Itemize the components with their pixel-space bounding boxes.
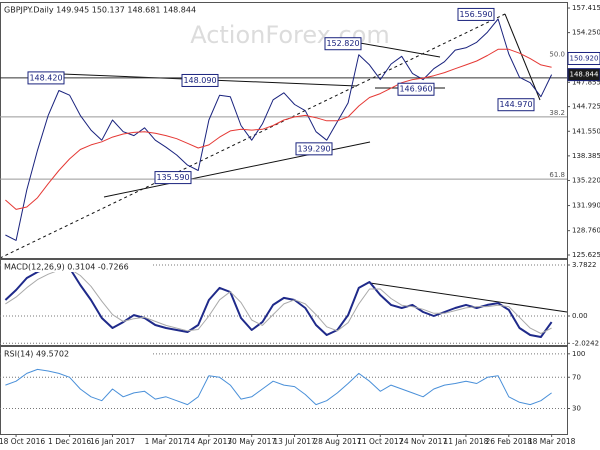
series-line: [5, 268, 552, 334]
x-tick-label: 14 Apr 2017: [186, 437, 233, 446]
annotation-label: 156.590: [459, 10, 492, 19]
series-line: [4, 265, 553, 338]
annotation-label: 148.420: [29, 73, 62, 82]
x-tick-label: 30 May 2017: [227, 437, 276, 446]
annotation-label: 144.970: [499, 100, 532, 109]
y-tick-label: 70: [572, 373, 581, 381]
x-tick-label: 11 Jan 2018: [443, 437, 488, 446]
annotation-label: 152.820: [326, 39, 359, 48]
annotation-label: 139.290: [297, 144, 330, 153]
x-tick-label: 28 Aug 2017: [313, 437, 361, 446]
series-line: [5, 368, 552, 406]
y-tick-label: 100: [572, 350, 585, 358]
y-tick-label: 131.990: [572, 202, 600, 210]
series-line: [5, 18, 553, 241]
annotation-box: [27, 71, 65, 85]
price-label-box: [567, 68, 600, 82]
x-tick-label: 16 Jan 2017: [90, 437, 135, 446]
panel-title-bg: [2, 261, 152, 272]
panel-title: GBPJPY.Daily 149.945 150.137 148.681 148…: [4, 6, 196, 15]
annotation-label: 135.590: [156, 173, 189, 182]
panel-title-bg: [2, 348, 152, 359]
x-tick-label: 18 Mar 2018: [528, 437, 576, 446]
panel-title: RSI(14) 49.5702: [4, 350, 69, 359]
panel-frame: [0, 346, 568, 435]
annotation-box: [457, 7, 495, 21]
macd-trend-line: [369, 282, 568, 313]
annotation-box: [154, 171, 192, 185]
annotation-box: [324, 37, 362, 51]
price-label: 150.920: [570, 54, 599, 62]
y-tick-label: 138.385: [572, 152, 600, 160]
y-tick-label: 30: [572, 405, 581, 413]
x-tick-label: 11 Oct 2017: [357, 437, 404, 446]
panel-title-bg: [2, 4, 152, 15]
trend-line: [359, 42, 441, 58]
series-line: [5, 48, 552, 210]
trend-line: [504, 13, 541, 101]
x-tick-label: 26 Feb 2018: [485, 437, 532, 446]
annotation-label: 148.090: [183, 76, 216, 85]
y-tick-label: 125.625: [572, 251, 600, 259]
price-label: 148.844: [570, 71, 599, 79]
y-tick-label: 154.250: [572, 29, 600, 37]
y-tick-label: 147.855: [572, 78, 600, 86]
price-label-box: [567, 51, 600, 65]
y-tick-label: -2.0242: [572, 339, 599, 347]
annotation-box: [397, 82, 435, 96]
fib-level-label: 61.8: [549, 171, 565, 179]
annotation-label: 146.960: [399, 85, 432, 94]
annotation-box: [295, 142, 333, 156]
x-tick-label: 1 Dec 2016: [48, 437, 91, 446]
annotation-box: [181, 73, 219, 87]
y-tick-label: 0.00: [572, 312, 588, 320]
y-tick-label: 157.415: [572, 4, 600, 12]
x-tick-label: 13 Jul 2017: [273, 437, 316, 446]
x-tick-label: 1 Mar 2017: [145, 437, 188, 446]
y-tick-label: 128.760: [572, 227, 600, 235]
fib-level-label: 38.2: [549, 109, 565, 117]
panel-title: MACD(12,26,9) 0.3104 -0.7266: [4, 263, 129, 272]
panel-frame: [0, 2, 568, 259]
y-tick-label: 3.7822: [572, 261, 597, 269]
y-tick-label: 144.725: [572, 103, 600, 111]
x-tick-label: 24 Nov 2017: [399, 437, 447, 446]
fib-level-label: 50.0: [549, 50, 565, 58]
y-tick-label: 141.550: [572, 127, 600, 135]
x-tick-label: 18 Oct 2016: [0, 437, 45, 446]
panel-frame: [0, 259, 568, 346]
y-tick-label: 135.220: [572, 176, 600, 184]
annotation-box: [497, 98, 535, 112]
